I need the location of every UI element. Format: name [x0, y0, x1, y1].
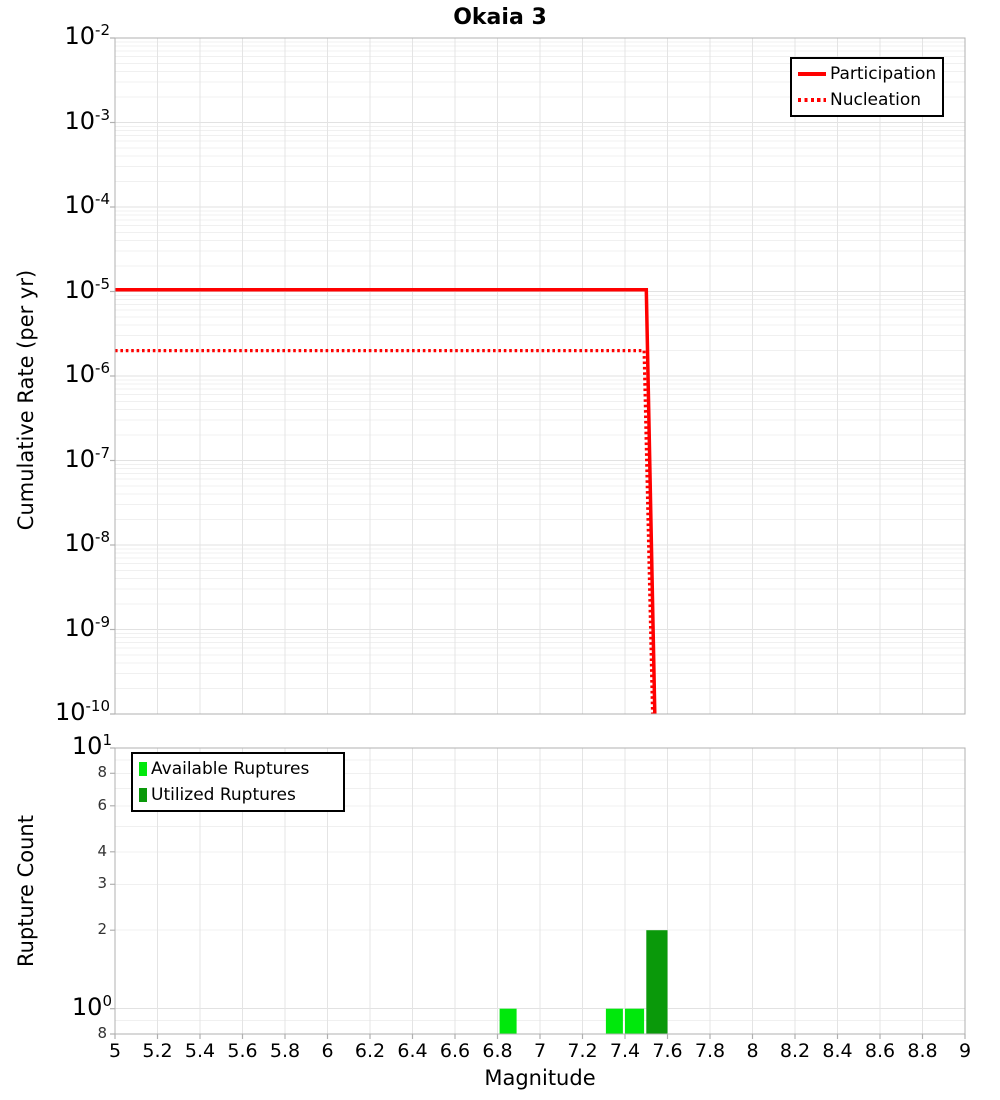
x-tick-label: 6.4: [397, 1040, 428, 1062]
legend-row-nucleation: Nucleation: [798, 90, 942, 110]
x-tick-label: 6.8: [482, 1040, 513, 1062]
y-tick-label: 10-10: [54, 697, 110, 726]
y-minor-tick-label: 2: [97, 920, 107, 939]
y-minor-tick-label: 8: [97, 1024, 107, 1042]
y-minor-tick-label: 8: [97, 763, 107, 782]
y-tick-label: 100: [71, 991, 112, 1021]
participation-line: [115, 287, 657, 715]
legend-label-available: Available Ruptures: [151, 759, 310, 780]
legend-row-participation: Participation: [798, 64, 942, 84]
y-tick-label: 10-4: [64, 190, 110, 219]
x-tick-label: 7: [533, 1040, 547, 1062]
x-tick-label: 5.8: [269, 1040, 301, 1062]
nucleation-line-swatch: [798, 97, 826, 102]
y-tick-label: 10-8: [64, 528, 110, 557]
x-tick-label: 8.6: [864, 1040, 896, 1062]
x-tick-label: 7.6: [652, 1040, 683, 1062]
legend-row-utilized: Utilized Ruptures: [139, 785, 343, 805]
rate-axis-label: Cumulative Rate (per yr): [14, 269, 38, 531]
y-minor-tick-label: 4: [97, 841, 107, 860]
legend-label-participation: Participation: [830, 64, 937, 85]
bar-available-2: [625, 1008, 645, 1034]
y-tick-label: 10-9: [64, 612, 110, 642]
y-minor-tick-label: 6: [97, 795, 107, 814]
x-tick-label: 8.8: [907, 1040, 938, 1062]
bar-available-0: [499, 1008, 517, 1034]
x-tick-label: 5.2: [142, 1040, 173, 1062]
participation-line-swatch: [798, 72, 826, 77]
y-tick-label: 10-7: [64, 443, 110, 473]
x-tick-label: 6.2: [354, 1040, 386, 1062]
legend-label-nucleation: Nucleation: [830, 89, 922, 110]
legend-row-available: Available Ruptures: [139, 759, 343, 779]
x-tick-label: 6: [321, 1040, 334, 1062]
y-tick-label: 10-3: [64, 105, 110, 135]
utilized-ruptures-swatch: [139, 787, 147, 802]
bar-utilized-3: [646, 930, 668, 1034]
y-tick-label: 10-5: [64, 274, 110, 304]
y-minor-tick-label: 3: [97, 874, 107, 893]
x-tick-label: 6.6: [439, 1040, 471, 1062]
x-tick-label: 5: [108, 1040, 122, 1062]
page-title: Okaia 3: [453, 5, 547, 30]
available-ruptures-swatch: [139, 762, 147, 777]
x-tick-label: 7.2: [567, 1040, 598, 1062]
legend-label-utilized: Utilized Ruptures: [151, 784, 296, 805]
x-tick-label: 8.4: [822, 1040, 853, 1062]
x-tick-label: 9: [958, 1040, 972, 1062]
x-tick-label: 7.4: [609, 1040, 641, 1062]
magnitude-axis-label: Magnitude: [484, 1066, 596, 1090]
x-tick-label: 7.8: [694, 1040, 726, 1062]
y-tick-label: 10-2: [64, 21, 110, 50]
x-tick-label: 5.4: [184, 1040, 216, 1062]
y-tick-label: 10-6: [64, 359, 110, 388]
nucleation-line: [115, 349, 655, 715]
x-tick-label: 8.2: [779, 1040, 811, 1062]
count-legend: Available Ruptures Utilized Ruptures: [131, 752, 345, 812]
x-tick-label: 8: [746, 1040, 759, 1062]
bar-available-1: [605, 1008, 623, 1034]
x-tick-label: 5.6: [227, 1040, 258, 1062]
y-tick-label: 101: [71, 731, 112, 760]
rate-legend: Participation Nucleation: [790, 57, 944, 117]
